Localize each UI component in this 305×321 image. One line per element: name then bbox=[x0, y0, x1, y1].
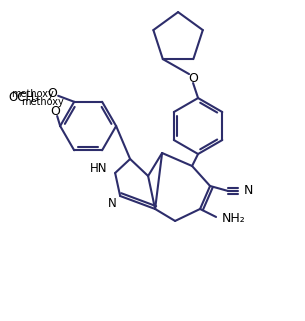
Text: O: O bbox=[47, 87, 57, 100]
Text: O: O bbox=[50, 105, 60, 117]
Text: OCH₃: OCH₃ bbox=[8, 91, 39, 104]
Text: methoxy: methoxy bbox=[11, 89, 54, 99]
Text: N: N bbox=[244, 185, 253, 197]
Text: HN: HN bbox=[90, 162, 107, 176]
Text: NH₂: NH₂ bbox=[222, 213, 246, 225]
Text: N: N bbox=[108, 197, 117, 211]
Text: methoxy: methoxy bbox=[21, 97, 63, 107]
Text: O: O bbox=[188, 72, 198, 84]
